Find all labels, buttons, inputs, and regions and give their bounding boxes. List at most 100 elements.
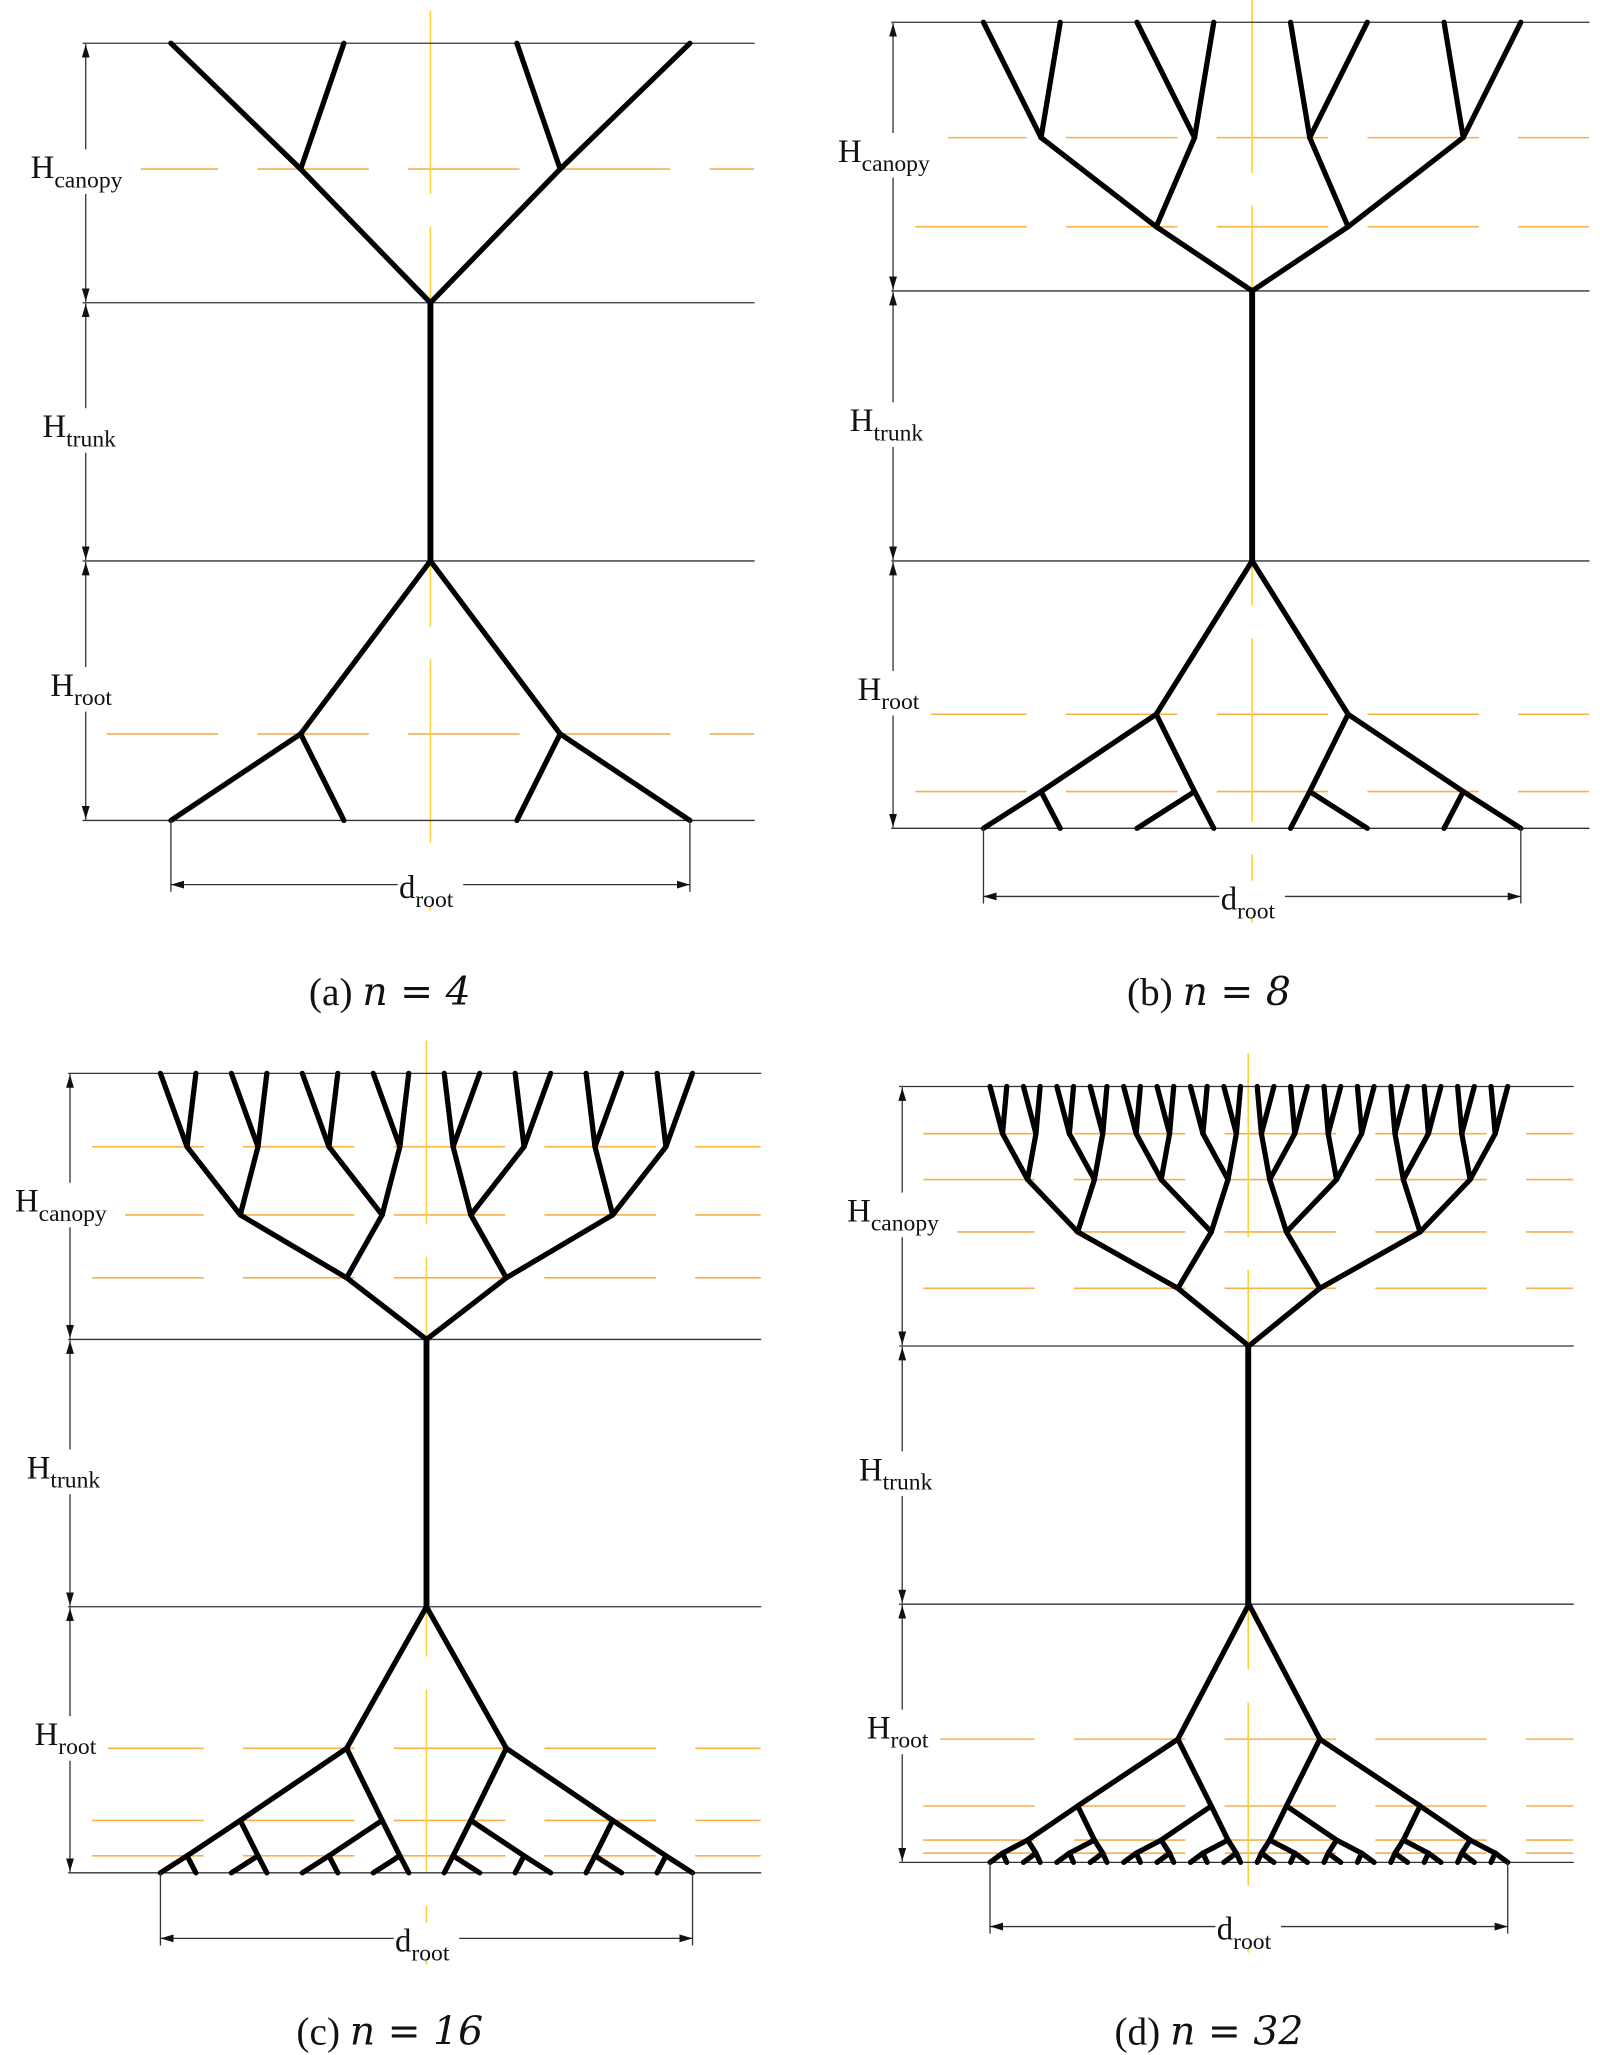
label-main: H: [838, 134, 862, 170]
root-branch: [255, 1853, 270, 1876]
root-branch: [503, 1745, 616, 1824]
label-subscript: trunk: [873, 420, 923, 446]
canopy-branch: [1425, 1083, 1444, 1137]
canopy-branch: [1158, 1131, 1173, 1183]
root-branch: [450, 1853, 483, 1876]
root-branch: [1075, 1803, 1098, 1843]
canopy-branch: [157, 1070, 190, 1150]
label-main: H: [35, 1717, 59, 1753]
canopy-branch: [1459, 1131, 1473, 1183]
root-branch: [184, 1817, 243, 1859]
root-branch: [999, 1850, 1010, 1865]
root-branch: [1175, 1601, 1252, 1742]
label-background: [393, 1922, 460, 1960]
label-subscript: canopy: [871, 1211, 939, 1237]
caption-tag: (a): [309, 970, 362, 1014]
root-branch: [168, 731, 304, 824]
root-branch: [370, 1853, 403, 1876]
label-main: H: [847, 1193, 871, 1229]
label-background: [1219, 880, 1285, 918]
root-branch: [512, 1853, 527, 1876]
root-branch: [450, 1817, 474, 1859]
canopy-branch: [654, 1070, 669, 1150]
canopy-branch: [1153, 224, 1255, 294]
canopy-branch: [1133, 1083, 1143, 1137]
root-branch: [1441, 788, 1466, 831]
canopy-branch: [423, 1275, 509, 1343]
canopy-branch: [592, 1144, 616, 1218]
root-branch: [1325, 1850, 1344, 1865]
canopy-branch: [1066, 1131, 1098, 1183]
canopy-branch: [1200, 1131, 1231, 1183]
root-branch: [423, 1604, 509, 1751]
root-branch: [999, 1837, 1031, 1856]
label-subscript: root: [1233, 1929, 1271, 1955]
label-background: [397, 868, 464, 906]
canopy-branch: [1075, 1176, 1098, 1235]
canopy-branch: [237, 1212, 350, 1281]
root-branch: [1287, 788, 1313, 831]
d-root-label: droot: [395, 1923, 450, 1966]
label-main: H: [859, 1452, 883, 1488]
canopy-branch: [1345, 134, 1466, 230]
root-branch: [1400, 1837, 1432, 1856]
canopy-branch: [1033, 1083, 1043, 1137]
canopy-branch: [1175, 1229, 1214, 1291]
canopy-branch: [1292, 1083, 1310, 1137]
canopy-branch: [1454, 1083, 1465, 1137]
label-background: [847, 1192, 958, 1238]
h-trunk-label: Htrunk: [42, 409, 116, 452]
canopy-branch: [1254, 1083, 1265, 1137]
canopy-branch: [299, 1070, 332, 1150]
root-branch: [514, 731, 563, 824]
canopy-branch: [1321, 1083, 1331, 1137]
root-branch: [326, 1817, 385, 1859]
root-branch: [1417, 1803, 1473, 1843]
root-branch: [610, 1817, 669, 1859]
canopy-branch: [468, 1144, 527, 1218]
canopy-branch: [1317, 1229, 1423, 1291]
canopy-branch: [1249, 224, 1351, 294]
canopy-branch: [999, 1083, 1010, 1137]
label-subscript: canopy: [862, 151, 930, 177]
root-branch: [1267, 1803, 1290, 1843]
canopy-branch: [1258, 1083, 1277, 1137]
label-main: d: [1217, 1912, 1233, 1948]
root-branch: [344, 1745, 385, 1824]
canopy-branch: [1325, 1131, 1340, 1183]
label-main: H: [858, 672, 882, 708]
root-branch: [326, 1853, 341, 1876]
label-subscript: root: [415, 887, 453, 913]
root-branch: [228, 1853, 261, 1876]
root-branch: [1166, 1850, 1177, 1865]
root-branch: [1175, 1736, 1214, 1809]
d-root-label: droot: [399, 870, 454, 913]
label-background: [849, 402, 937, 447]
panel-caption: (a) n = 4: [309, 970, 471, 1015]
root-branch: [1459, 1850, 1477, 1865]
root-branch: [1333, 1837, 1365, 1856]
canopy-branch: [1133, 1131, 1164, 1183]
label-background: [1215, 1910, 1281, 1948]
canopy-branch: [1221, 1083, 1239, 1137]
label-background: [26, 1449, 114, 1495]
canopy-branch: [298, 40, 347, 172]
canopy-branch: [1392, 1083, 1411, 1137]
root-branch: [1460, 788, 1524, 831]
root-branch: [557, 731, 693, 824]
canopy-branch: [980, 19, 1044, 141]
label-background: [858, 1451, 946, 1497]
root-branch: [1246, 1601, 1323, 1742]
label-main: H: [42, 409, 66, 445]
canopy-branch: [370, 1070, 403, 1150]
h-canopy-label: Hcanopy: [838, 134, 930, 177]
root-branch: [1267, 1837, 1298, 1856]
canopy-branch: [1354, 1083, 1365, 1137]
canopy-branch: [1075, 1229, 1181, 1291]
label-subscript: canopy: [39, 1201, 107, 1227]
label-subscript: root: [890, 1728, 928, 1754]
label-subscript: root: [58, 1734, 96, 1760]
